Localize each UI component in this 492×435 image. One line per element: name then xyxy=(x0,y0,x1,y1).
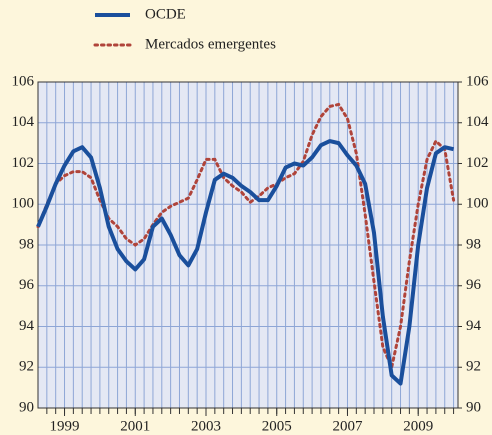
y2-tick-label: 106 xyxy=(466,73,489,89)
legend-label: OCDE xyxy=(145,6,186,22)
y2-tick-label: 102 xyxy=(466,155,489,171)
y2-tick-label: 98 xyxy=(466,236,481,252)
y-tick-label: 92 xyxy=(19,359,34,375)
y2-tick-label: 92 xyxy=(466,359,481,375)
x-tick-label: 2005 xyxy=(262,418,292,434)
y-tick-label: 98 xyxy=(19,236,34,252)
y-tick-label: 94 xyxy=(19,318,35,334)
y2-tick-label: 94 xyxy=(466,318,482,334)
series-line xyxy=(36,139,455,386)
legend-label: Mercados emergentes xyxy=(145,36,276,52)
y-tick-label: 106 xyxy=(12,73,35,89)
y-tick-label: 104 xyxy=(12,114,35,130)
plot-frame xyxy=(37,81,459,409)
x-tick-label: 2001 xyxy=(120,418,150,434)
y-tick-label: 90 xyxy=(19,399,34,415)
y2-tick-label: 104 xyxy=(466,114,489,130)
y-tick-label: 102 xyxy=(12,155,35,171)
x-tick-label: 2009 xyxy=(403,418,433,434)
y-tick-label: 100 xyxy=(12,196,35,212)
y2-tick-label: 96 xyxy=(466,277,482,293)
x-tick-label: 1999 xyxy=(50,418,80,434)
x-tick-label: 2007 xyxy=(332,418,363,434)
x-tick-label: 2003 xyxy=(191,418,221,434)
y2-tick-label: 90 xyxy=(466,399,481,415)
y2-tick-label: 100 xyxy=(466,196,489,212)
y-tick-label: 96 xyxy=(19,277,35,293)
